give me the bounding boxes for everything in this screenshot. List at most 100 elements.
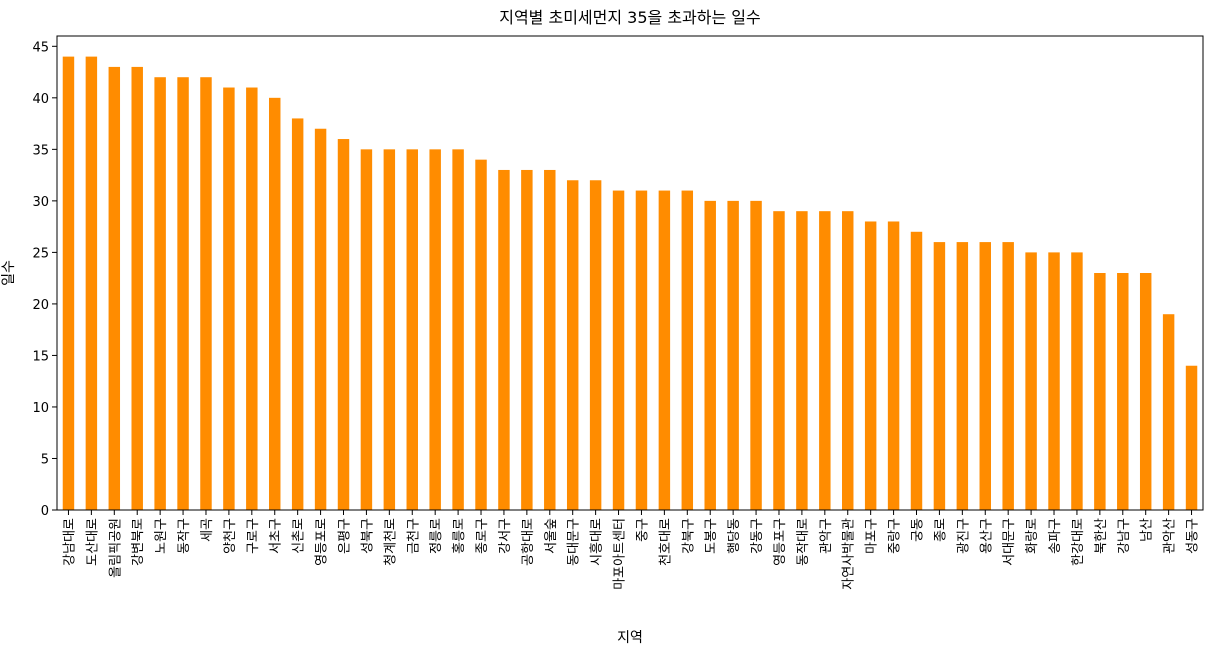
x-tick-label: 중구 [635,518,650,542]
x-tick-label: 마포아트센터 [613,518,628,590]
bar [200,77,212,510]
y-tick-label: 20 [32,298,49,313]
y-tick-label: 35 [32,143,49,158]
x-tick-label: 궁동 [911,518,926,542]
x-tick-label: 노원구 [154,518,169,554]
bar [475,159,487,511]
y-tick-label: 0 [41,504,49,519]
x-tick-label: 홍릉로 [452,518,467,554]
x-tick-label: 청계천로 [383,518,398,566]
y-axis-label: 일수 [1,260,17,286]
bar [452,149,464,510]
x-tick-label: 행당동 [726,518,742,554]
x-tick-label: 남산 [1140,518,1155,542]
x-axis-label: 지역 [617,630,643,646]
x-tick-label: 동작대로 [796,518,811,566]
x-tick-label: 시흥대로 [590,518,605,566]
x-tick-label: 동작구 [177,518,192,554]
bar [1117,273,1129,510]
x-tick-label: 강북구 [681,518,696,554]
bar [154,77,166,510]
x-tick-label: 화랑로 [1025,518,1040,554]
bar [314,128,327,510]
x-tick-label: 자연사박물관 [842,518,857,590]
x-tick-label: 강변북로 [131,518,146,566]
bar [131,66,143,511]
x-tick-label: 천호대로 [658,518,673,566]
bar [337,139,350,511]
bar [269,97,281,511]
bar [177,77,189,510]
x-tick-label: 성동구 [1186,518,1201,554]
bar [910,231,923,511]
x-tick-label: 은평구 [338,518,353,554]
x-tick-label: 서초구 [269,518,284,554]
y-tick-label: 15 [32,349,49,364]
bar [819,211,831,510]
x-tick-label: 동대문구 [567,518,582,566]
y-tick-label: 45 [32,40,49,55]
bar [933,242,946,510]
bar [658,190,671,510]
x-tick-label: 북한산 [1094,518,1109,554]
x-tick-label: 강남구 [1117,518,1132,554]
bar [1162,314,1175,510]
bars [62,56,1198,511]
x-tick-label: 강서구 [498,518,513,554]
x-tick-label: 공항대로 [521,518,536,566]
bar [223,87,235,511]
bar [62,56,75,510]
bar [1185,365,1198,510]
x-tick-label: 광진구 [956,518,971,554]
x-tick-label: 종로 [933,518,948,542]
bar [1071,252,1083,511]
bar [864,221,877,510]
bar [887,221,900,510]
bar [498,169,510,510]
x-tick-label: 서대문구 [1002,518,1017,566]
bar [979,242,991,510]
chart-title: 지역별 초미세먼지 35을 초과하는 일수 [499,8,761,27]
x-tick-label: 서울숲 [544,518,559,554]
x-tick-label: 세곡 [200,518,215,542]
plot-frame [56,35,1204,511]
x-tick-label: 성북구 [360,518,375,554]
bar [406,149,418,510]
bar [246,87,258,511]
x-axis: 강남대로 도산대로 올림픽공원 강변북로 노원구 동작구 세곡 양천구 구로구 서초구 신촌로 영등포… [62,510,1201,590]
x-tick-label: 도산대로 [85,518,100,566]
x-tick-label: 구로구 [246,518,261,554]
bar [796,211,808,510]
y-tick-label: 25 [32,246,49,261]
bar [589,180,602,510]
bar [750,200,762,510]
bar [1025,252,1037,511]
bar [842,211,854,510]
bar [704,200,716,510]
x-tick-label: 용산구 [979,518,994,554]
y-tick-label: 5 [41,452,49,467]
x-tick-label: 올림픽공원 [108,518,123,578]
bar [1002,242,1014,510]
bar [1048,252,1060,511]
bar [360,149,373,510]
bar [108,66,121,511]
x-tick-label: 신촌로 [292,518,307,554]
bar [773,211,785,510]
x-tick-label: 한강대로 [1071,518,1086,566]
x-tick-label: 강남대로 [62,518,77,566]
x-tick-label: 중랑구 [888,518,903,554]
bar [429,149,441,510]
y-tick-label: 30 [32,195,49,210]
x-tick-label: 마포구 [865,518,880,554]
x-tick-label: 정릉로 [429,518,444,554]
bar [383,149,396,510]
x-tick-label: 송파구 [1048,518,1063,554]
bar [544,169,556,510]
bar [521,169,533,510]
x-tick-label: 종로구 [475,518,490,554]
bar [1139,273,1152,510]
bar [291,118,304,510]
x-tick-label: 관악산 [1163,518,1178,554]
y-tick-label: 10 [32,401,49,416]
